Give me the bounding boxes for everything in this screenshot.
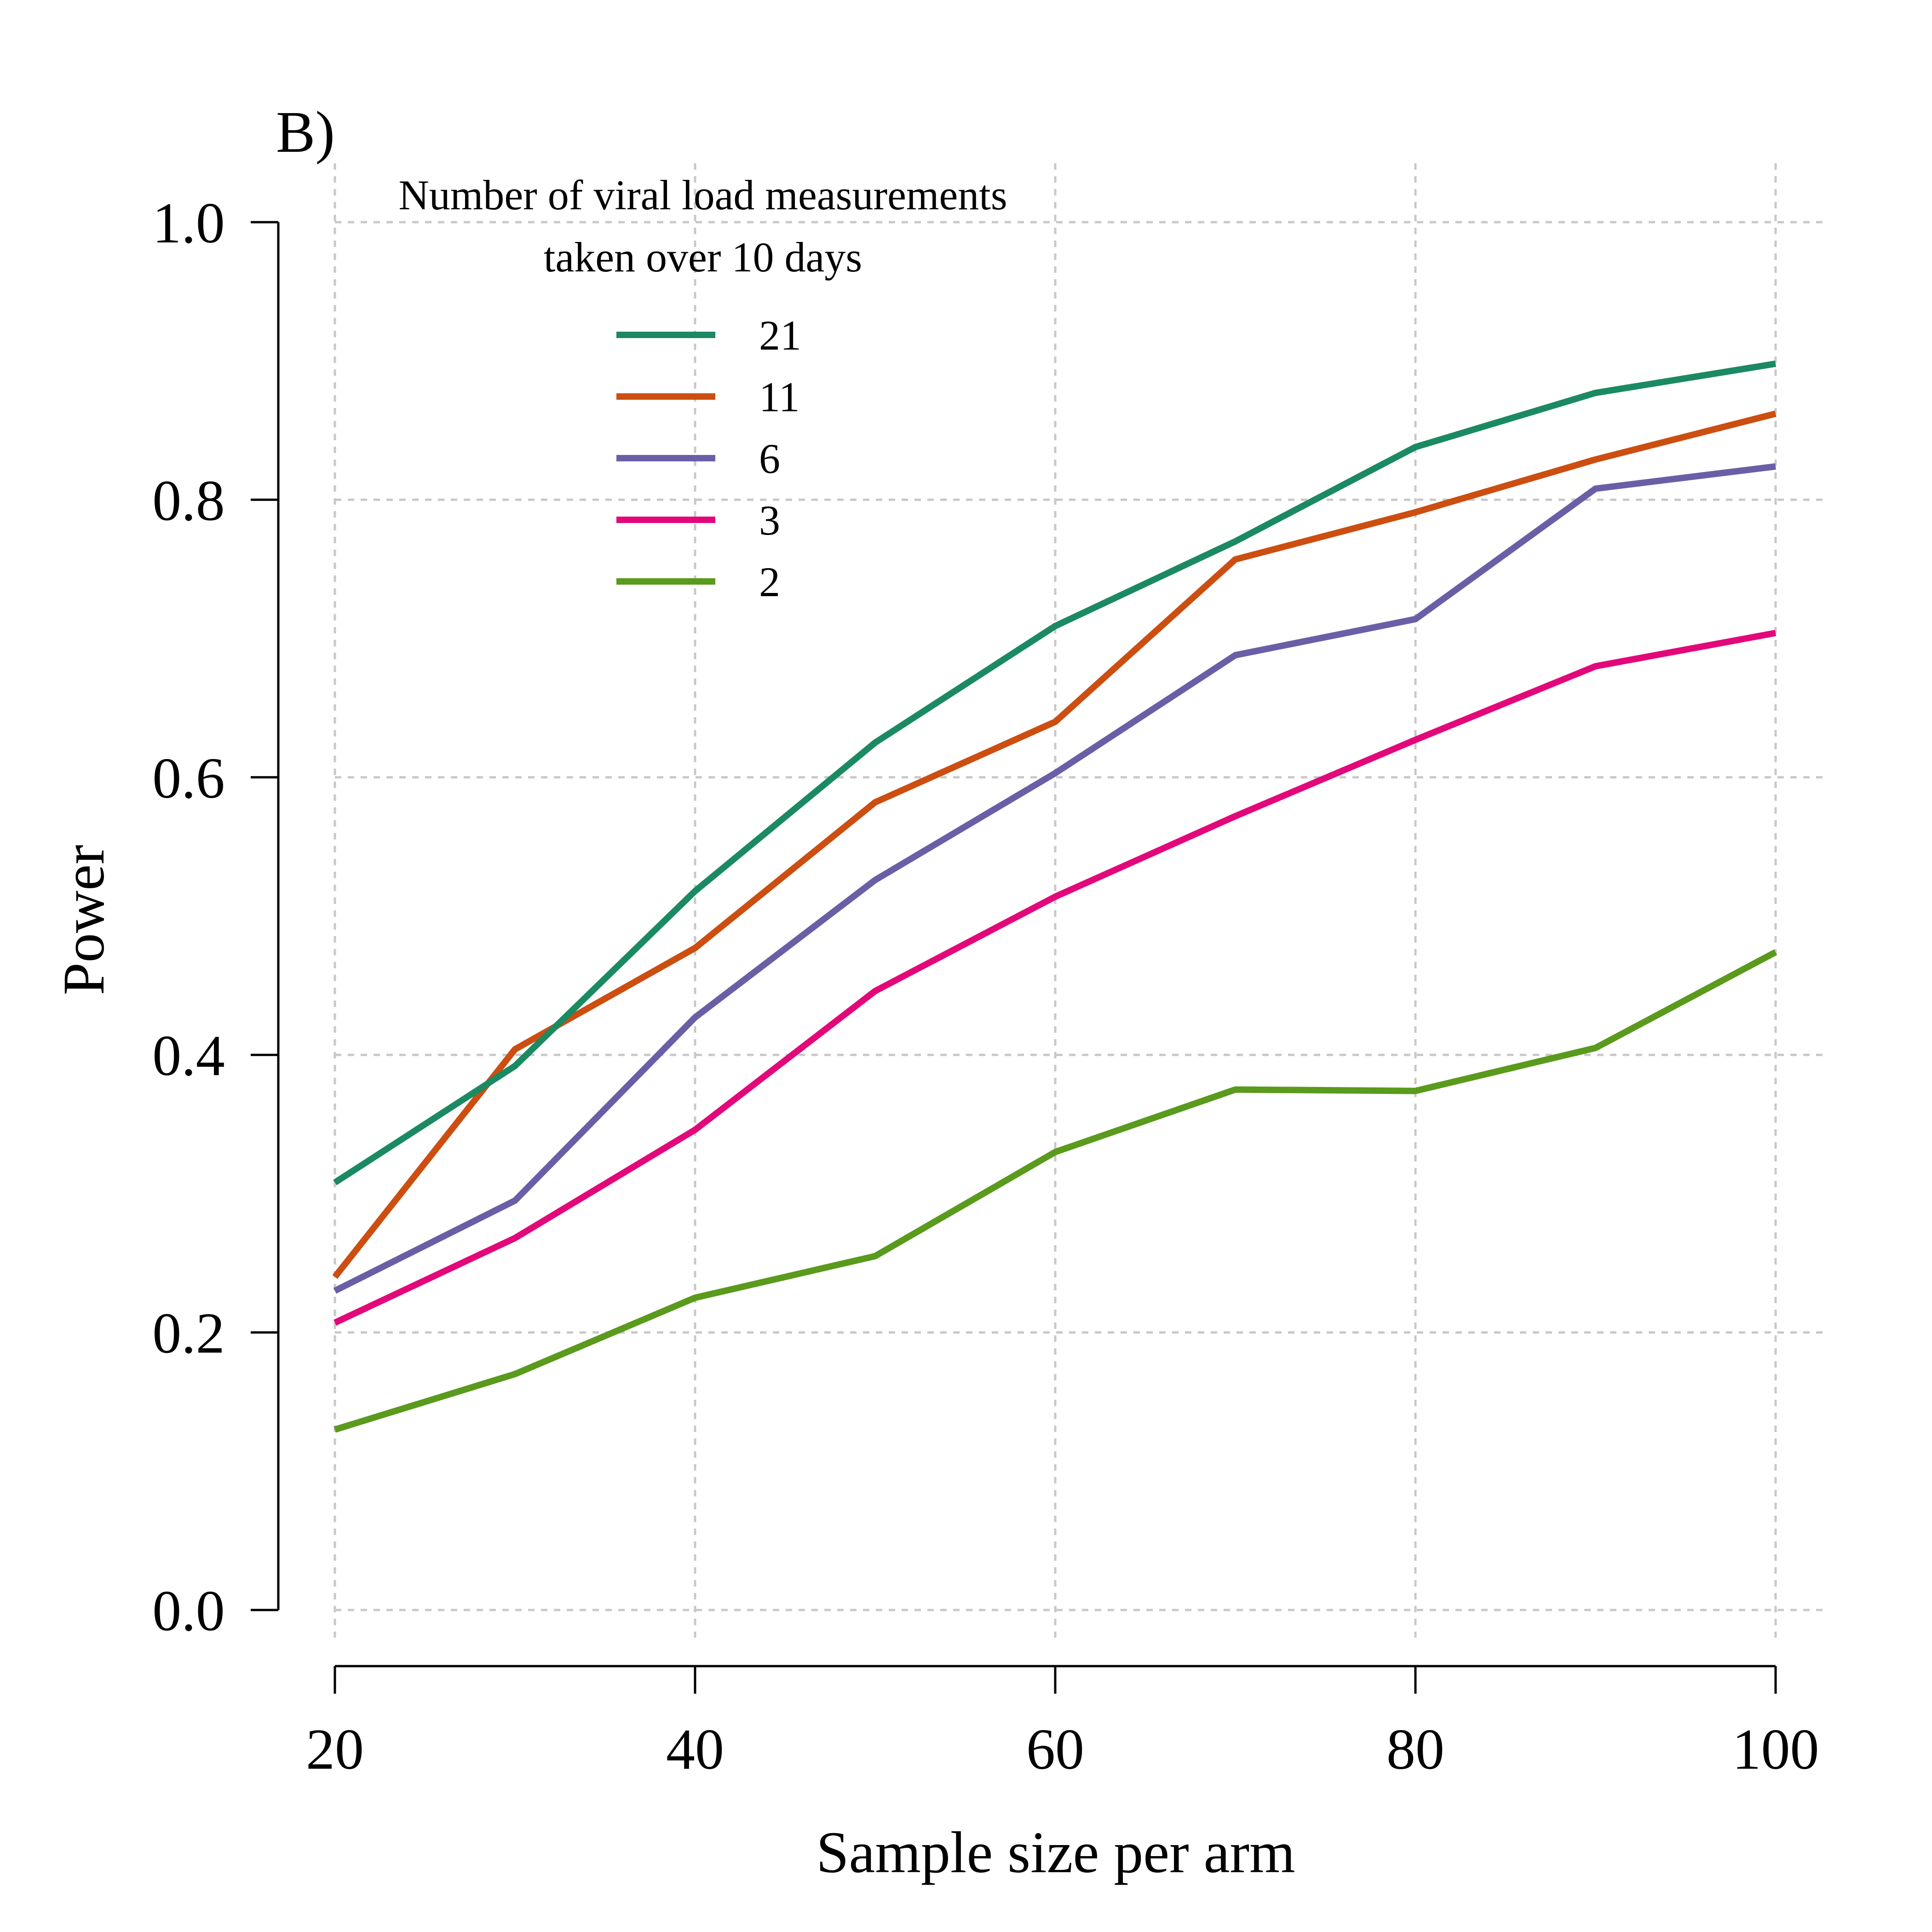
legend-label-21: 21: [759, 312, 801, 359]
x-tick-label: 60: [1026, 1718, 1084, 1782]
legend-title-line-2: taken over 10 days: [544, 234, 862, 281]
x-tick-label: 80: [1386, 1718, 1444, 1782]
legend-label-6: 6: [759, 435, 780, 482]
series-line-2: [334, 949, 1777, 1433]
legend: Number of viral load measurements taken o…: [398, 172, 1007, 605]
y-tick-label: 1.0: [152, 191, 225, 255]
series-line-6: [333, 463, 1776, 1294]
legend-label-3: 3: [759, 497, 780, 544]
legend-title-line-1: Number of viral load measurements: [398, 172, 1007, 218]
series-line-3: [334, 630, 1777, 1326]
x-tick-label: 20: [306, 1718, 364, 1782]
legend-label-11: 11: [759, 374, 800, 420]
x-tick-label: 100: [1732, 1718, 1819, 1782]
series-line-11: [332, 410, 1777, 1279]
y-tick-label: 0.0: [152, 1579, 225, 1643]
grid: [334, 163, 1828, 1638]
y-tick-label: 0.4: [152, 1024, 225, 1088]
axes: 0.0 0.2 0.4 0.6 0.8 1.0 20 40 60 80 100: [152, 191, 1819, 1782]
y-axis-title: Power: [51, 845, 116, 995]
y-tick-label: 0.2: [152, 1302, 225, 1366]
y-tick-label: 0.8: [152, 469, 225, 533]
panel-label: B): [276, 99, 335, 165]
legend-label-2: 2: [759, 558, 780, 605]
series-line-21: [333, 360, 1777, 1185]
y-tick-label: 0.6: [152, 747, 225, 811]
series-lines: [332, 360, 1777, 1433]
x-tick-label: 40: [666, 1718, 724, 1782]
x-axis-title: Sample size per arm: [816, 1820, 1295, 1885]
